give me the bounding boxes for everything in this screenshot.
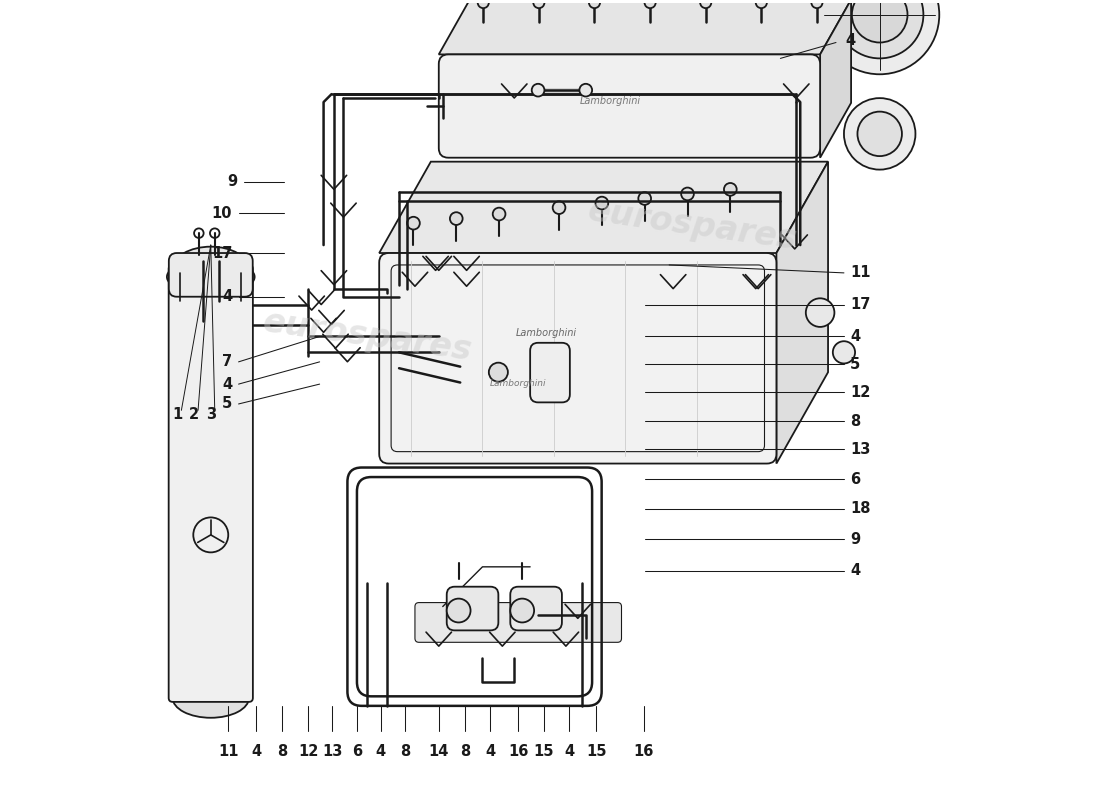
Text: 15: 15 — [534, 744, 554, 758]
Text: 6: 6 — [850, 472, 860, 487]
Ellipse shape — [858, 112, 902, 156]
Text: 3: 3 — [206, 406, 216, 422]
Circle shape — [812, 0, 823, 8]
Circle shape — [701, 0, 712, 8]
FancyBboxPatch shape — [447, 586, 498, 630]
Ellipse shape — [844, 98, 915, 170]
Ellipse shape — [667, 394, 727, 438]
Text: 15: 15 — [586, 744, 606, 758]
Text: 4: 4 — [850, 329, 860, 344]
FancyBboxPatch shape — [168, 265, 253, 702]
Ellipse shape — [173, 678, 249, 718]
Text: 16: 16 — [508, 744, 528, 758]
FancyBboxPatch shape — [510, 586, 562, 630]
Text: 5: 5 — [850, 357, 860, 372]
Text: 8: 8 — [460, 744, 470, 758]
Circle shape — [534, 0, 544, 8]
Polygon shape — [777, 162, 828, 463]
Text: 4: 4 — [251, 744, 261, 758]
Text: 14: 14 — [429, 744, 449, 758]
Text: eurospares: eurospares — [261, 306, 474, 367]
Text: 4: 4 — [846, 34, 856, 49]
Circle shape — [477, 0, 488, 8]
Circle shape — [588, 0, 601, 8]
Ellipse shape — [173, 246, 249, 291]
Circle shape — [552, 202, 565, 214]
Circle shape — [806, 298, 835, 327]
FancyBboxPatch shape — [530, 342, 570, 402]
Circle shape — [447, 598, 471, 622]
Ellipse shape — [464, 338, 532, 381]
Text: 1: 1 — [173, 406, 183, 422]
Text: Lamborghini: Lamborghini — [580, 96, 641, 106]
Ellipse shape — [405, 394, 465, 438]
Text: 12: 12 — [298, 744, 319, 758]
Circle shape — [833, 342, 855, 363]
Ellipse shape — [492, 394, 552, 438]
Polygon shape — [439, 0, 851, 54]
Circle shape — [580, 84, 592, 97]
Text: 13: 13 — [322, 744, 342, 758]
Ellipse shape — [851, 0, 907, 42]
Text: 4: 4 — [222, 290, 232, 304]
Text: 13: 13 — [850, 442, 871, 457]
Polygon shape — [379, 162, 828, 253]
Text: 7: 7 — [222, 354, 232, 370]
Text: 11: 11 — [218, 744, 239, 758]
Text: Lamborghini: Lamborghini — [516, 328, 576, 338]
Circle shape — [756, 0, 767, 8]
Text: 17: 17 — [850, 297, 871, 312]
Circle shape — [407, 217, 420, 230]
Text: Lamborghini: Lamborghini — [490, 379, 547, 388]
Ellipse shape — [821, 0, 939, 74]
Text: 9: 9 — [228, 174, 238, 189]
FancyBboxPatch shape — [415, 602, 621, 642]
Ellipse shape — [836, 0, 923, 58]
Ellipse shape — [167, 259, 254, 294]
Circle shape — [510, 598, 535, 622]
Text: 10: 10 — [211, 206, 232, 221]
Text: 4: 4 — [222, 377, 232, 392]
Text: 8: 8 — [850, 414, 860, 429]
Text: 11: 11 — [850, 266, 871, 280]
Text: 5: 5 — [222, 397, 232, 411]
Text: 6: 6 — [352, 744, 362, 758]
Circle shape — [645, 0, 656, 8]
Text: eurospares: eurospares — [586, 194, 800, 256]
Text: 4: 4 — [485, 744, 495, 758]
FancyBboxPatch shape — [379, 253, 777, 463]
Text: 12: 12 — [850, 385, 871, 399]
Text: 8: 8 — [400, 744, 410, 758]
FancyBboxPatch shape — [439, 54, 821, 158]
Text: 18: 18 — [850, 502, 871, 516]
Text: 8: 8 — [277, 744, 287, 758]
Ellipse shape — [580, 394, 640, 438]
Circle shape — [493, 208, 505, 220]
Text: 4: 4 — [376, 744, 386, 758]
Circle shape — [531, 84, 544, 97]
FancyBboxPatch shape — [168, 253, 253, 297]
Polygon shape — [821, 0, 851, 158]
Circle shape — [595, 197, 608, 210]
Circle shape — [681, 187, 694, 200]
Text: 16: 16 — [634, 744, 653, 758]
Circle shape — [450, 212, 463, 225]
Circle shape — [638, 192, 651, 205]
Text: 9: 9 — [850, 531, 860, 546]
Circle shape — [488, 362, 508, 382]
Text: 4: 4 — [850, 563, 860, 578]
Circle shape — [724, 183, 737, 196]
Ellipse shape — [460, 329, 537, 416]
Text: 17: 17 — [212, 246, 232, 261]
Text: 4: 4 — [564, 744, 574, 758]
Text: 2: 2 — [189, 406, 199, 422]
